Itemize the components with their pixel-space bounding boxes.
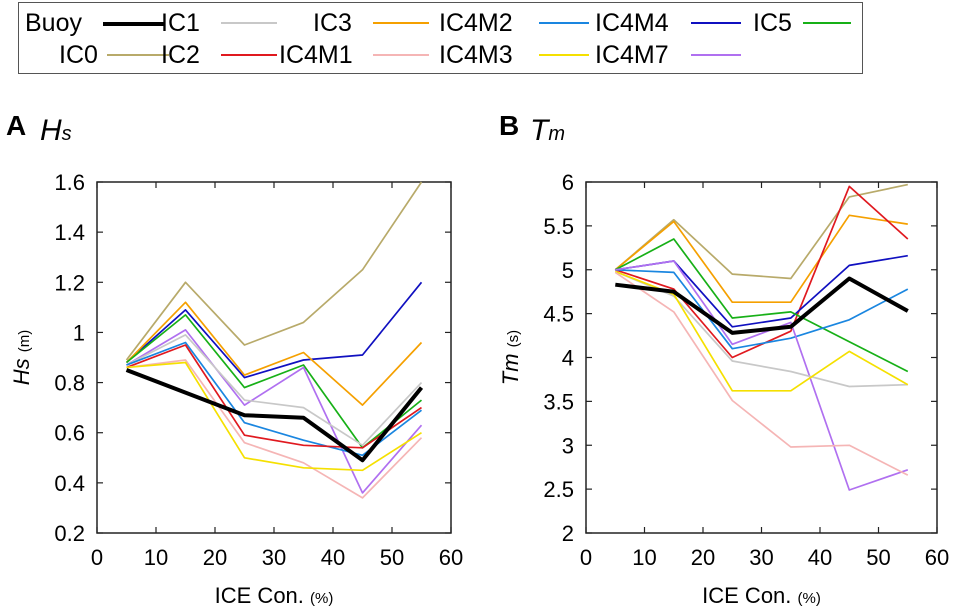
- x-tick-label: 20: [203, 545, 227, 570]
- legend-label: IC4M7: [595, 41, 669, 69]
- x-axis-label: ICE Con. (%): [702, 583, 821, 608]
- panel-b-variable-sub: m: [548, 123, 565, 145]
- series-line-ic2: [126, 344, 422, 449]
- y-tick-label: 3.5: [543, 389, 574, 414]
- y-tick-label: 6: [562, 170, 574, 195]
- x-axis-label: ICE Con. (%): [215, 583, 334, 608]
- series-line-ic3: [125, 301, 423, 406]
- legend-swatch: [803, 22, 851, 24]
- panel-b-variable-main: T: [530, 114, 549, 147]
- legend-label: IC4M4: [595, 9, 669, 37]
- y-axis-label-main: Hs: [9, 352, 34, 385]
- x-tick-label: 40: [321, 545, 345, 570]
- y-axis-label-unit: (m): [16, 330, 33, 353]
- y-tick-label: 0.8: [54, 371, 85, 396]
- legend-label: IC4M3: [439, 41, 513, 69]
- legend-label: IC5: [753, 9, 792, 37]
- series-line-ic5: [614, 238, 909, 373]
- panel-a-variable-main: H: [40, 114, 62, 147]
- chart-tm: 0 10 20 30 40 50 60 2 2.5 3 3.5 4 4.5 5 5.5 6 ICE Con. (…: [498, 170, 949, 608]
- y-tick-label: 4: [562, 346, 574, 371]
- legend-swatch: [107, 54, 169, 56]
- y-tick-label: 1: [73, 320, 85, 345]
- series-line-ic0: [125, 181, 423, 361]
- legend: Buoy IC0 IC1 IC2 IC3 IC4M1 IC4M2 IC4M3 I…: [18, 2, 863, 74]
- legend-swatch: [373, 54, 429, 56]
- y-tick-label: 2.5: [543, 477, 574, 502]
- y-axis-label-main: Tm: [498, 347, 523, 385]
- x-tick-label: 40: [808, 545, 832, 570]
- y-tick-label: 0.4: [54, 471, 85, 496]
- y-tick-label: 5: [562, 258, 574, 283]
- legend-label: IC4M2: [439, 9, 513, 37]
- x-tick-label: 60: [925, 545, 949, 570]
- panel-b-letter: B: [499, 110, 520, 141]
- plot-frame: [585, 181, 938, 534]
- panel-b-variable: Tm: [530, 114, 565, 148]
- series-line-ic4m1: [126, 359, 423, 499]
- panel-a-letter: A: [6, 110, 27, 141]
- y-axis-label: Tm (s): [498, 330, 523, 385]
- y-tick-label: 2: [562, 521, 574, 546]
- legend-label: IC3: [313, 9, 352, 37]
- legend-swatch: [221, 54, 277, 56]
- y-tick-label: 0.6: [54, 421, 85, 446]
- x-tick-label: 10: [632, 545, 656, 570]
- x-tick-label: 0: [91, 545, 103, 570]
- y-tick-label: 1.4: [54, 220, 85, 245]
- legend-swatch: [539, 22, 589, 24]
- y-tick-label: 1.2: [54, 270, 85, 295]
- series-line-ic4m2: [615, 268, 909, 350]
- x-tick-label: 30: [749, 545, 773, 570]
- series-line-ic1: [126, 334, 423, 447]
- legend-label: IC0: [59, 41, 98, 69]
- x-axis-label-main: ICE Con.: [702, 583, 797, 608]
- series-line-ic4m7: [615, 260, 909, 491]
- legend-swatch: [103, 22, 165, 26]
- chart-hs: 0 10 20 30 40 50 60 0.2 0.4 0.6 0.8 1 1.2 1.4 1.6 ICE C…: [9, 170, 463, 608]
- series-line-ic4m4: [125, 281, 423, 379]
- x-axis-label-unit: (%): [798, 590, 821, 607]
- panel-a-variable: Hs: [40, 114, 72, 148]
- series-line-buoy: [125, 368, 424, 463]
- y-tick-label: 4.5: [543, 302, 574, 327]
- legend-label: IC2: [161, 41, 200, 69]
- x-tick-label: 50: [380, 545, 404, 570]
- series-line-buoy: [615, 276, 909, 335]
- series-line-ic4m3: [126, 361, 422, 472]
- x-axis-label-unit: (%): [310, 590, 333, 607]
- plot-frame: [96, 181, 452, 534]
- y-tick-label: 0.2: [54, 521, 85, 546]
- series-line-ic4m1: [614, 271, 909, 476]
- x-tick-label: 30: [262, 545, 286, 570]
- x-tick-label: 0: [580, 545, 592, 570]
- y-axis-label: Hs (m): [9, 330, 34, 386]
- series-line-ic3: [614, 214, 908, 304]
- legend-swatch: [691, 22, 741, 24]
- legend-swatch: [221, 22, 277, 24]
- y-axis-label-unit: (s): [505, 330, 522, 348]
- series-line-ic2: [615, 185, 909, 359]
- x-tick-label: 20: [691, 545, 715, 570]
- panel-a-variable-sub: s: [61, 123, 72, 145]
- x-tick-label: 60: [439, 545, 463, 570]
- legend-label: Buoy: [25, 9, 82, 37]
- x-axis-label-main: ICE Con.: [215, 583, 310, 608]
- legend-label: IC1: [161, 9, 200, 37]
- x-tick-label: 10: [144, 545, 168, 570]
- series-line-ic4m7: [126, 329, 423, 494]
- y-tick-label: 5.5: [543, 214, 574, 239]
- y-tick-label: 3: [562, 433, 574, 458]
- legend-swatch: [539, 54, 589, 56]
- x-tick-label: 50: [866, 545, 890, 570]
- series-line-ic5: [125, 314, 423, 449]
- legend-swatch: [691, 54, 741, 56]
- legend-swatch: [373, 22, 429, 24]
- legend-label: IC4M1: [279, 41, 353, 69]
- y-tick-label: 1.6: [54, 170, 85, 195]
